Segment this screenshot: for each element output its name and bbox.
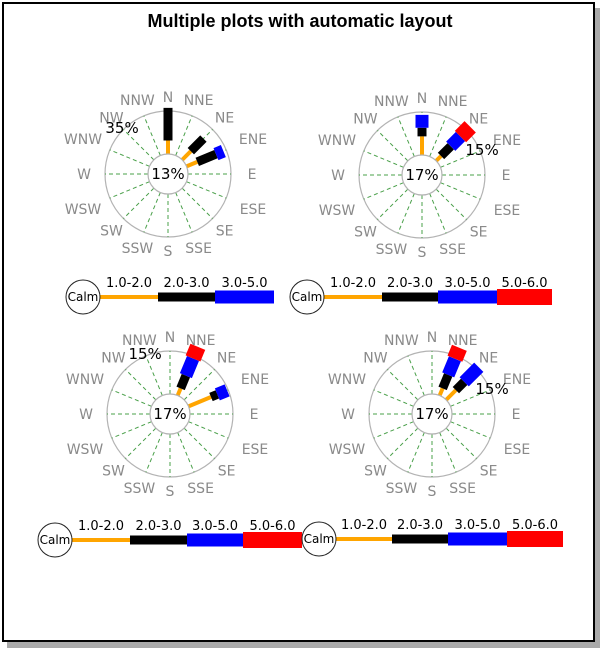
chart-panel [2,2,595,642]
chart-title: Multiple plots with automatic layout [147,11,453,31]
